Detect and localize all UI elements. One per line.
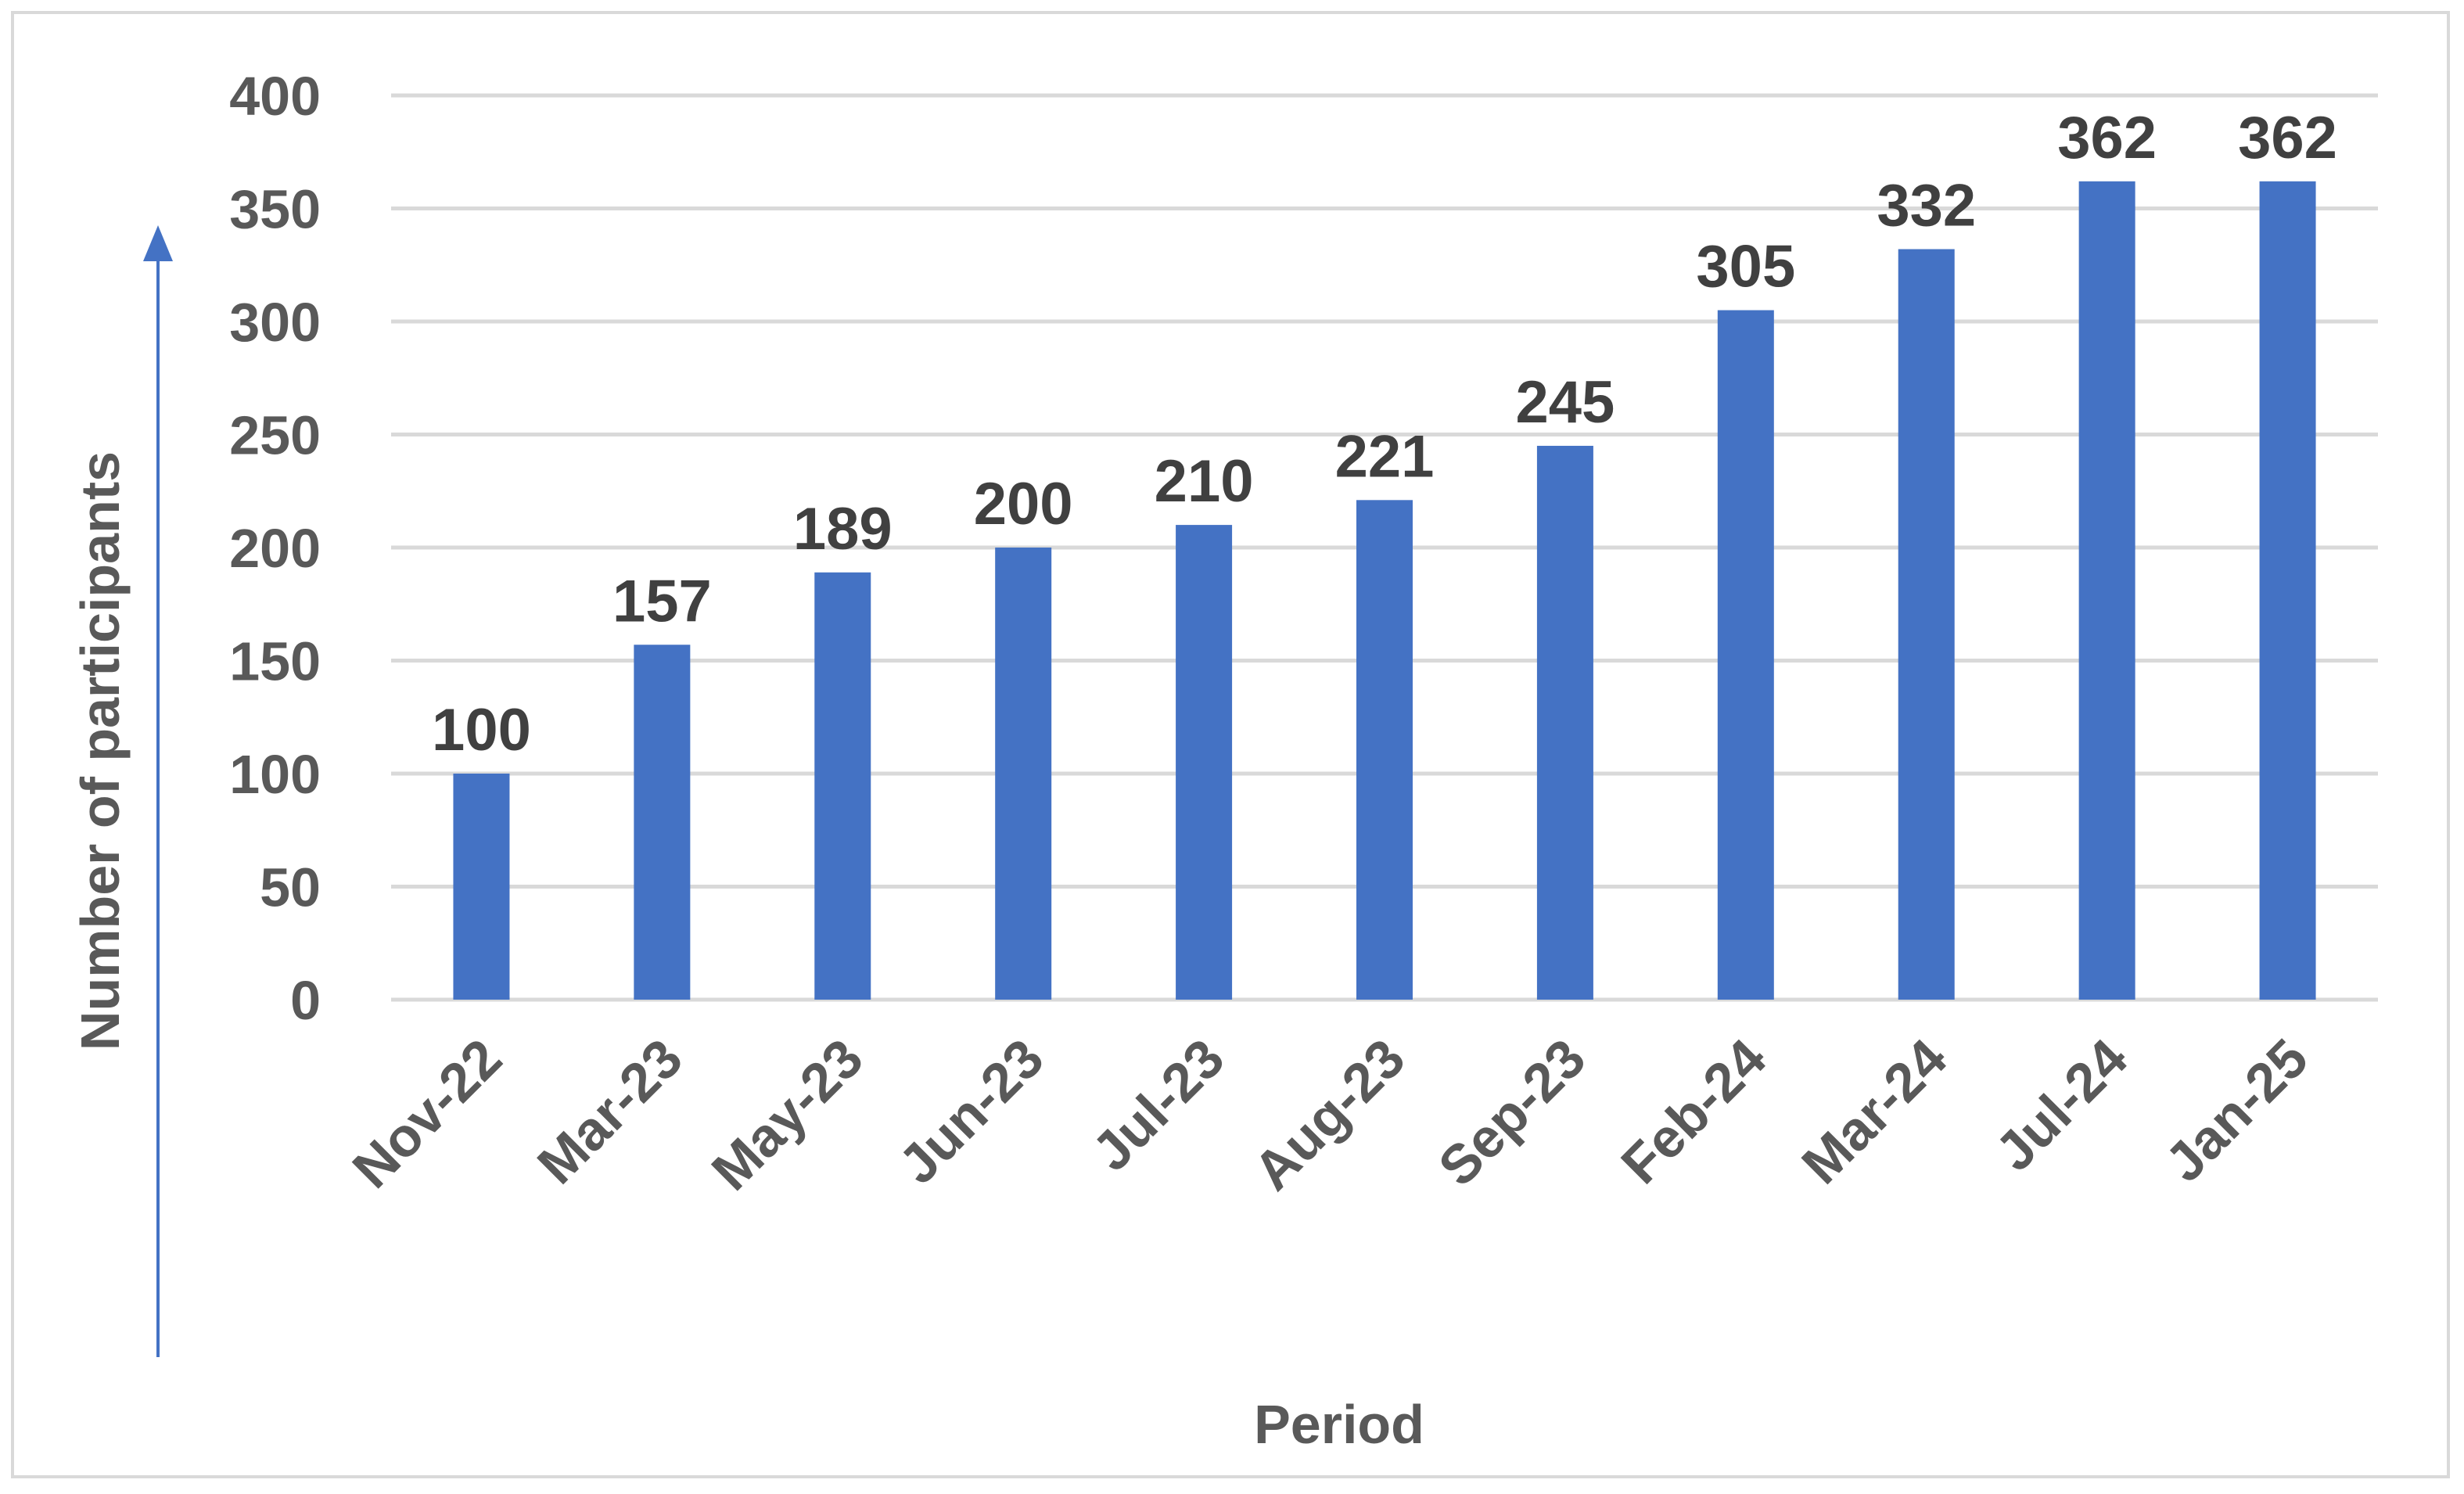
x-tick-label: Feb-24 (1610, 1027, 1778, 1195)
y-tick-label: 250 (229, 405, 321, 466)
data-labels: 100 157 189 200 210 221 245 305 332 362 362 (432, 105, 2337, 763)
bar (1536, 445, 1593, 1000)
x-tick-label: Sep-23 (1427, 1027, 1597, 1197)
data-label: 157 (612, 568, 712, 634)
data-label: 362 (2057, 105, 2157, 171)
bar (1176, 525, 1233, 1000)
x-tick-label: Nov-22 (341, 1027, 513, 1199)
y-tick-label: 300 (229, 292, 321, 353)
bar (2259, 181, 2316, 1000)
x-tick-label: Mar-23 (526, 1027, 694, 1195)
x-tick-label: Jun-23 (887, 1027, 1055, 1195)
y-axis-title: Number of participants (70, 451, 131, 1050)
y-axis-arrow-icon (143, 225, 173, 1357)
data-label: 200 (974, 471, 1073, 537)
y-tick-label: 50 (260, 857, 321, 918)
data-label: 210 (1155, 448, 1254, 515)
y-tick-labels: 0 50 100 150 200 250 300 350 400 (229, 66, 321, 1031)
gridlines (391, 93, 2378, 1002)
x-tick-labels: Nov-22 Mar-23 May-23 Jun-23 Jul-23 Aug-23 Sep-… (341, 1027, 2319, 1201)
y-tick-label: 100 (229, 744, 321, 805)
data-label: 189 (793, 496, 893, 562)
x-tick-label: Jul-24 (1984, 1027, 2139, 1182)
x-axis-title: Period (1254, 1394, 1424, 1455)
data-label: 362 (2238, 105, 2337, 171)
data-label: 305 (1696, 234, 1795, 300)
bar (814, 572, 871, 1000)
bar (1356, 500, 1413, 1000)
x-tick-label: Mar-24 (1791, 1027, 1959, 1195)
x-tick-label: Jul-23 (1080, 1027, 1235, 1182)
y-tick-label: 350 (229, 179, 321, 240)
data-label: 100 (432, 697, 531, 763)
bar (2078, 181, 2135, 1000)
y-tick-label: 150 (229, 631, 321, 692)
y-tick-label: 200 (229, 518, 321, 579)
bars (453, 181, 2316, 1000)
data-label: 245 (1516, 369, 1615, 436)
bar (995, 548, 1052, 1000)
bar (1898, 249, 1955, 1000)
y-tick-label: 0 (290, 970, 321, 1031)
bar (453, 774, 510, 1000)
x-tick-label: May-23 (700, 1027, 875, 1201)
y-tick-label: 400 (229, 66, 321, 127)
bar (634, 645, 691, 1000)
x-tick-label: Aug-23 (1242, 1027, 1417, 1201)
data-label: 221 (1335, 423, 1435, 490)
bar (1717, 310, 1774, 1000)
data-label: 332 (1877, 173, 1976, 239)
x-tick-label: Jan-25 (2153, 1027, 2319, 1193)
